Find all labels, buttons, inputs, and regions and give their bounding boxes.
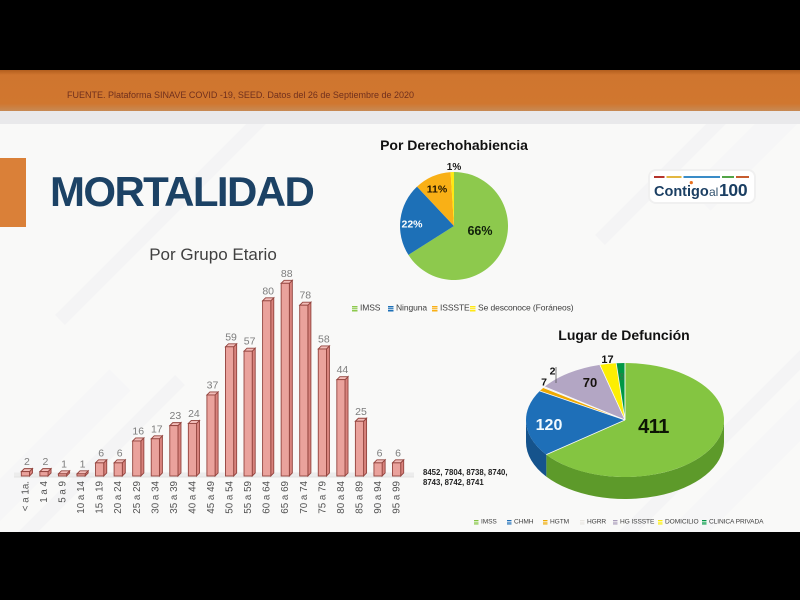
svg-text:85 a 89: 85 a 89 [354, 481, 365, 514]
svg-text:100: 100 [719, 180, 748, 200]
svg-text:50 a 54: 50 a 54 [225, 480, 236, 513]
svg-text:22%: 22% [401, 219, 423, 231]
svg-text:40 a 44: 40 a 44 [187, 480, 198, 513]
svg-text:37: 37 [207, 379, 219, 391]
svg-text:HGRR: HGRR [587, 519, 606, 526]
svg-text:55 a 59: 55 a 59 [243, 481, 254, 514]
svg-text:120: 120 [536, 417, 563, 434]
svg-text:6: 6 [117, 447, 123, 459]
svg-text:1%: 1% [447, 162, 462, 173]
svg-text:10 a 14: 10 a 14 [76, 480, 87, 513]
svg-text:80: 80 [262, 285, 274, 297]
svg-text:411: 411 [638, 416, 669, 438]
svg-text:66%: 66% [467, 224, 492, 238]
svg-text:25: 25 [355, 406, 367, 418]
svg-text:8743, 8742, 8741: 8743, 8742, 8741 [423, 478, 484, 487]
svg-text:9: 9 [619, 372, 625, 383]
svg-text:16: 16 [132, 425, 144, 437]
svg-text:MORTALIDAD: MORTALIDAD [50, 168, 313, 215]
svg-text:17: 17 [151, 423, 163, 435]
svg-text:6: 6 [395, 447, 401, 459]
svg-text:70: 70 [583, 375, 597, 390]
svg-text:2: 2 [550, 366, 556, 378]
svg-text:70 a 74: 70 a 74 [299, 480, 310, 513]
svg-text:8452, 7804, 8738, 8740,: 8452, 7804, 8738, 8740, [423, 468, 508, 477]
svg-text:6: 6 [377, 447, 383, 459]
svg-text:65 a 69: 65 a 69 [280, 481, 291, 514]
svg-text:al: al [709, 185, 718, 199]
svg-text:< a 1a.: < a 1a. [20, 481, 31, 511]
svg-text:90 a 94: 90 a 94 [373, 480, 384, 513]
svg-text:Lugar de Defunción: Lugar de Defunción [558, 327, 689, 343]
svg-text:78: 78 [299, 290, 311, 302]
svg-text:DOMICILIO: DOMICILIO [665, 519, 699, 526]
svg-text:1: 1 [80, 458, 86, 470]
svg-text:2: 2 [24, 456, 30, 468]
svg-text:75 a 79: 75 a 79 [317, 481, 328, 514]
svg-text:57: 57 [244, 336, 256, 348]
svg-text:ISSSTE: ISSSTE [440, 303, 470, 313]
svg-text:20 a 24: 20 a 24 [113, 480, 124, 513]
svg-text:30 a 34: 30 a 34 [150, 480, 161, 513]
svg-text:15 a 19: 15 a 19 [95, 481, 106, 514]
svg-text:HGTM: HGTM [550, 519, 569, 526]
svg-text:17: 17 [601, 354, 613, 366]
svg-text:58: 58 [318, 333, 330, 345]
svg-text:95 a 99: 95 a 99 [392, 481, 403, 514]
svg-text:Ninguna: Ninguna [396, 303, 427, 313]
svg-text:88: 88 [281, 268, 293, 280]
svg-text:25 a 29: 25 a 29 [132, 481, 143, 514]
svg-text:Se desconoce (Foráneos): Se desconoce (Foráneos) [478, 303, 574, 313]
svg-text:7: 7 [541, 377, 547, 389]
svg-text:23: 23 [170, 410, 182, 422]
svg-text:35 a 39: 35 a 39 [169, 481, 180, 514]
svg-text:2: 2 [43, 456, 49, 468]
svg-text:IMSS: IMSS [481, 519, 497, 526]
svg-text:11%: 11% [427, 184, 448, 196]
svg-text:HG ISSSTE: HG ISSSTE [620, 519, 655, 526]
svg-text:24: 24 [188, 408, 200, 420]
svg-text:80 a 84: 80 a 84 [336, 480, 347, 513]
svg-text:45 a 49: 45 a 49 [206, 481, 217, 514]
svg-text:1 a 4: 1 a 4 [39, 480, 50, 502]
svg-text:1: 1 [61, 458, 67, 470]
svg-text:Por Grupo Etario: Por Grupo Etario [149, 245, 277, 264]
svg-text:44: 44 [337, 364, 349, 376]
svg-text:Contigo: Contigo [654, 184, 709, 200]
svg-text:Por Derechohabiencia: Por Derechohabiencia [380, 137, 528, 153]
svg-text:IMSS: IMSS [360, 303, 381, 313]
svg-text:6: 6 [98, 447, 104, 459]
svg-text:60 a 64: 60 a 64 [262, 480, 273, 513]
svg-text:5 a 9: 5 a 9 [58, 481, 69, 503]
svg-text:CHMH: CHMH [514, 519, 534, 526]
svg-text:CLINICA PRIVADA: CLINICA PRIVADA [709, 519, 764, 526]
svg-text:59: 59 [225, 331, 237, 343]
